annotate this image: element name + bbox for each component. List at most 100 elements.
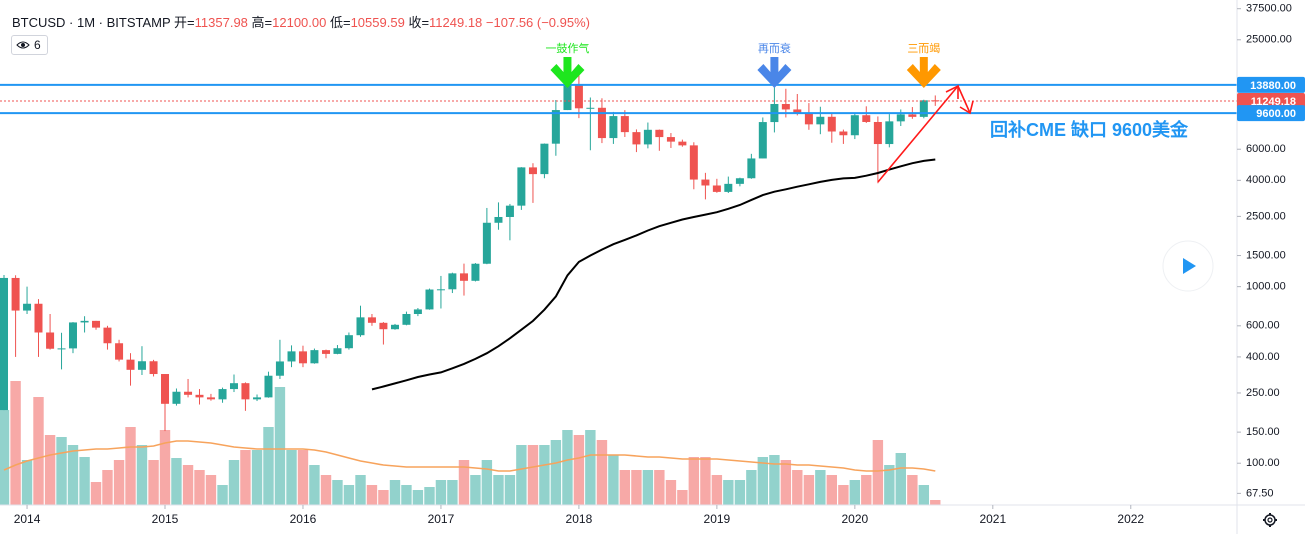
candle-body bbox=[92, 320, 101, 328]
volume-bar bbox=[21, 460, 33, 505]
volume-bar bbox=[56, 437, 67, 505]
candle-body bbox=[46, 332, 55, 349]
volume-bar bbox=[642, 470, 654, 505]
volume-bar bbox=[688, 457, 700, 505]
x-tick-label: 2019 bbox=[704, 512, 731, 526]
level-label: 11249.18 bbox=[1251, 96, 1296, 108]
y-tick-label: 67.50 bbox=[1246, 487, 1274, 499]
candle-body bbox=[827, 116, 836, 132]
volume-bar bbox=[102, 470, 113, 505]
candle-body bbox=[586, 107, 595, 109]
y-tick-label: 150.00 bbox=[1246, 426, 1280, 438]
volume-bar bbox=[424, 487, 435, 505]
candle-body bbox=[643, 129, 652, 145]
volume-bar bbox=[907, 475, 918, 505]
volume-bar bbox=[918, 485, 930, 505]
volume-bar bbox=[711, 475, 723, 505]
candle-body bbox=[862, 115, 871, 122]
candle-body bbox=[413, 309, 422, 314]
candle-body bbox=[264, 375, 273, 398]
candle-body bbox=[758, 122, 767, 159]
candle-body bbox=[229, 383, 238, 390]
candle-body bbox=[367, 317, 376, 323]
candle-body bbox=[448, 273, 457, 290]
volume-bar bbox=[677, 490, 688, 505]
candle-body bbox=[23, 303, 32, 311]
volume-bar bbox=[481, 460, 493, 505]
drawing-arrows bbox=[877, 84, 974, 183]
candle-body bbox=[505, 205, 514, 217]
candle-body bbox=[908, 114, 917, 117]
candle-body bbox=[655, 129, 664, 138]
x-tick-label: 2015 bbox=[152, 512, 179, 526]
y-tick-label: 4000.00 bbox=[1246, 174, 1286, 186]
play-button[interactable] bbox=[1162, 240, 1214, 292]
x-tick-label: 2017 bbox=[428, 512, 455, 526]
volume-bar bbox=[895, 453, 906, 505]
volume-bar bbox=[470, 475, 481, 505]
volume-bar bbox=[792, 470, 803, 505]
candle-body bbox=[735, 178, 744, 184]
volume-bar bbox=[274, 387, 286, 505]
x-tick-label: 2022 bbox=[1117, 512, 1144, 526]
legend-header: BTCUSD · 1M · BITSTAMP 开=11357.98 高=1210… bbox=[12, 12, 590, 31]
volume-bar bbox=[504, 475, 516, 505]
volume-bar bbox=[930, 500, 941, 505]
indicator-toggle[interactable]: 6 bbox=[11, 35, 48, 55]
candle-body bbox=[850, 115, 859, 136]
candle-body bbox=[184, 391, 193, 395]
candle-body bbox=[206, 397, 215, 400]
volume-bar bbox=[826, 475, 837, 505]
y-tick-label: 600.00 bbox=[1246, 320, 1280, 332]
volume-bar bbox=[194, 470, 205, 505]
volume-ma-line bbox=[3, 440, 936, 472]
volume-bar bbox=[251, 450, 263, 505]
volume-bar bbox=[332, 480, 343, 505]
candle-body bbox=[115, 343, 124, 360]
candle-body bbox=[793, 109, 802, 114]
y-tick-label: 37500.00 bbox=[1246, 3, 1292, 15]
volume-bar bbox=[700, 457, 711, 505]
volume-bar bbox=[723, 480, 734, 505]
candle-body bbox=[689, 145, 698, 180]
y-tick-label: 250.00 bbox=[1246, 387, 1280, 399]
candle-body bbox=[161, 374, 170, 404]
volume-bar bbox=[10, 381, 21, 505]
candle-body bbox=[839, 131, 848, 136]
volume-bar bbox=[458, 460, 470, 505]
volume-bar bbox=[228, 460, 240, 505]
ohlc-value: −107.56 (−0.95%) bbox=[485, 15, 590, 30]
volume-bar bbox=[378, 490, 389, 505]
volume-bar bbox=[539, 445, 550, 505]
annotation-label: 三而竭 bbox=[907, 42, 940, 55]
candle-body bbox=[747, 158, 756, 179]
candle-body bbox=[287, 351, 296, 362]
volume-bar bbox=[240, 450, 251, 505]
candle-body bbox=[574, 85, 583, 109]
candle-body bbox=[218, 389, 227, 400]
candle-body bbox=[80, 320, 89, 323]
candle-body bbox=[11, 277, 20, 311]
volume-bar bbox=[585, 430, 596, 505]
volume-bar bbox=[401, 485, 412, 505]
settings-icon[interactable] bbox=[1263, 513, 1277, 527]
candle-body bbox=[253, 397, 262, 400]
volume-bar bbox=[113, 460, 125, 505]
candle-body bbox=[666, 137, 675, 142]
candle-body bbox=[781, 104, 790, 110]
plot-area: 一鼓作气 再而衰 三而竭 bbox=[0, 41, 1237, 505]
candle-body bbox=[528, 167, 537, 175]
volume-bar bbox=[286, 450, 297, 505]
y-tick-label: 25000.00 bbox=[1246, 34, 1292, 46]
callout-text: 回补CME 缺口 9600美金 bbox=[990, 119, 1189, 140]
candle-body bbox=[68, 322, 77, 349]
volume-bar bbox=[320, 475, 332, 505]
volume-bar bbox=[389, 480, 401, 505]
volume-bar bbox=[447, 480, 458, 505]
volume-bar bbox=[171, 458, 182, 505]
candle-body bbox=[517, 167, 526, 206]
x-tick-label: 2016 bbox=[290, 512, 317, 526]
annotation-label: 再而衰 bbox=[758, 41, 791, 55]
candle-body bbox=[275, 361, 284, 376]
